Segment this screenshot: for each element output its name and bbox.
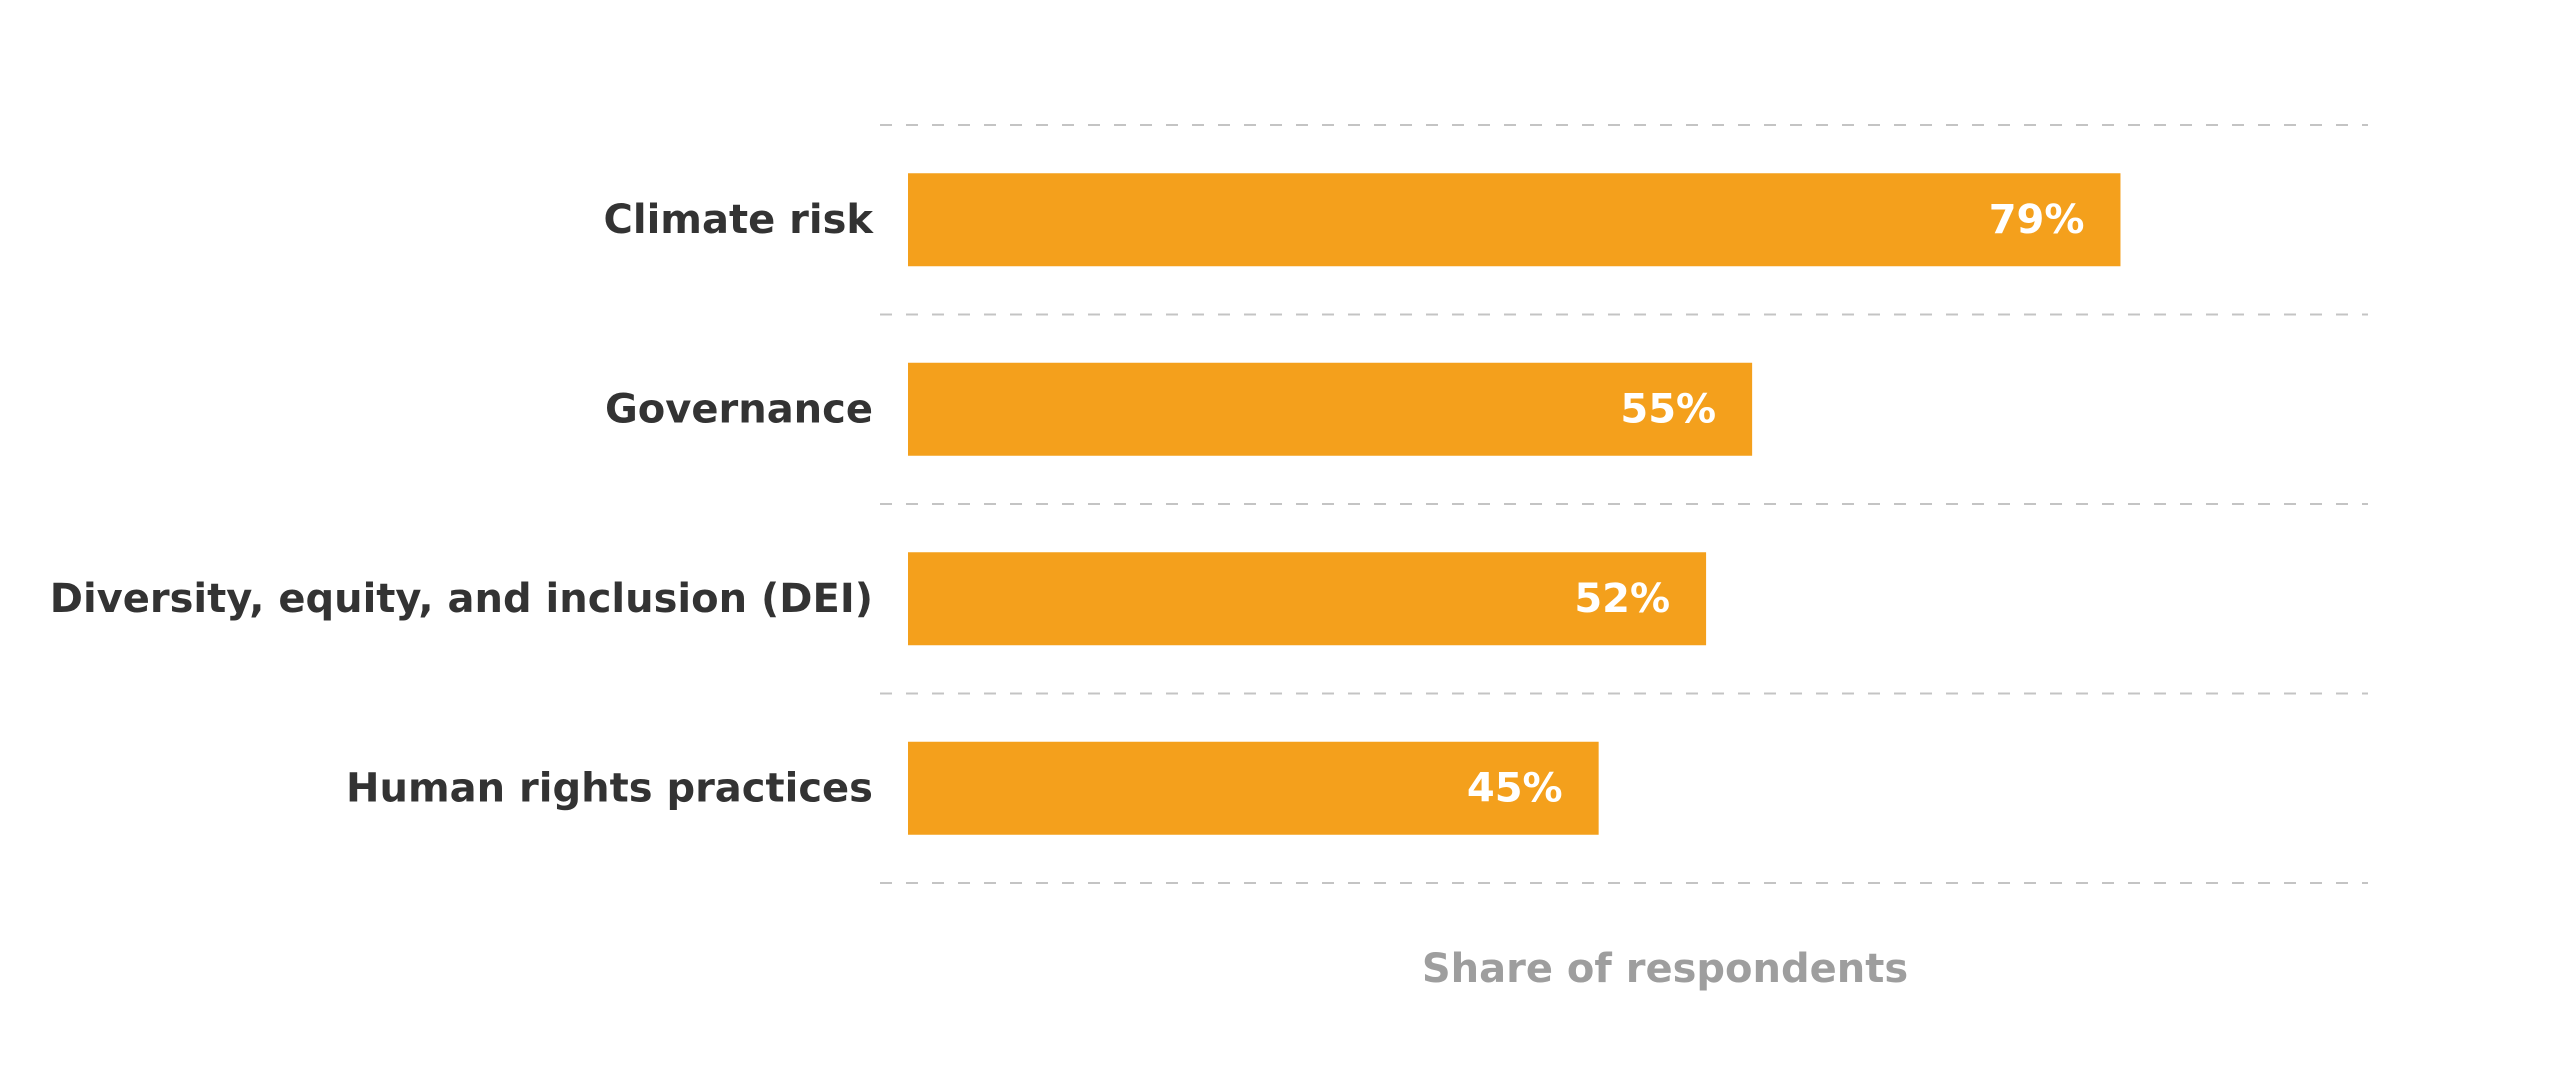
bar xyxy=(908,173,2121,267)
value-label: 45% xyxy=(1467,765,1563,811)
category-label: Diversity, equity, and inclusion (DEI) xyxy=(50,576,873,622)
category-label: Human rights practices xyxy=(346,765,873,811)
value-label: 79% xyxy=(1989,197,2085,243)
bar xyxy=(908,362,1753,456)
category-label: Governance xyxy=(605,386,873,432)
bar xyxy=(908,552,1707,646)
value-label: 55% xyxy=(1620,386,1716,432)
bars xyxy=(908,173,2121,835)
value-label: 52% xyxy=(1574,576,1670,622)
category-label: Climate risk xyxy=(604,197,875,243)
value-labels: 79% 55% 52% 45% xyxy=(1467,197,2085,812)
x-axis-title: Share of respondents xyxy=(1422,946,1908,992)
bar xyxy=(908,741,1599,835)
category-labels: Climate risk Governance Diversity, equity,… xyxy=(50,197,875,812)
